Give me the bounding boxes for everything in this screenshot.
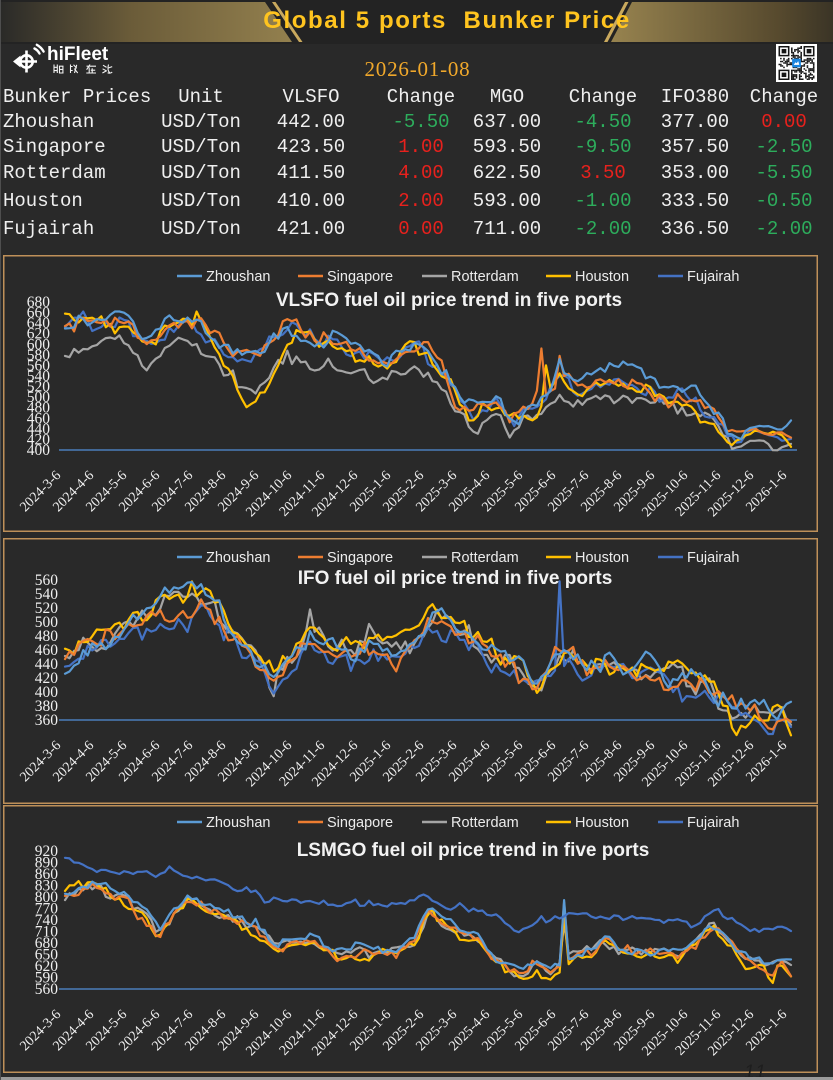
svg-text:IFO fuel oil price trend in fi: IFO fuel oil price trend in five ports [298, 568, 613, 589]
svg-text:500: 500 [27, 389, 51, 406]
svg-text:Houston: Houston [575, 815, 629, 831]
svg-text:680: 680 [35, 935, 59, 952]
svg-text:Rotterdam: Rotterdam [451, 815, 519, 831]
svg-text:580: 580 [27, 347, 51, 364]
svg-text:400: 400 [27, 442, 51, 459]
svg-text:460: 460 [27, 410, 51, 427]
svg-text:590: 590 [35, 970, 59, 987]
svg-text:Singapore: Singapore [327, 815, 393, 831]
svg-text:520: 520 [27, 379, 51, 396]
svg-text:640: 640 [27, 315, 51, 332]
svg-text:Fujairah: Fujairah [687, 815, 739, 831]
svg-text:Houston: Houston [575, 550, 629, 566]
svg-text:560: 560 [27, 357, 51, 374]
svg-text:Singapore: Singapore [327, 550, 393, 566]
svg-text:770: 770 [35, 901, 59, 918]
svg-text:Fujairah: Fujairah [687, 269, 739, 285]
svg-text:Global 5 ports Bunker Price: Global 5 ports Bunker Price [263, 7, 631, 34]
svg-text:660: 660 [27, 305, 51, 322]
svg-text:860: 860 [35, 866, 59, 883]
svg-text:460: 460 [35, 642, 59, 659]
svg-text:LSMGO fuel oil price trend in: LSMGO fuel oil price trend in five ports [297, 840, 650, 861]
svg-text:420: 420 [27, 431, 51, 448]
svg-text:Zhoushan: Zhoushan [206, 815, 271, 831]
svg-text:Fujairah: Fujairah [687, 550, 739, 566]
svg-text:440: 440 [35, 656, 59, 673]
svg-text:Zhoushan: Zhoushan [206, 550, 271, 566]
svg-text:Houston: Houston [575, 269, 629, 285]
svg-text:540: 540 [35, 586, 59, 603]
svg-text:800: 800 [35, 889, 59, 906]
svg-text:hiFleet: hiFleet [47, 44, 109, 65]
svg-text:Rotterdam: Rotterdam [451, 269, 519, 285]
svg-text:620: 620 [27, 326, 51, 343]
svg-text:620: 620 [35, 958, 59, 975]
svg-text:Singapore: Singapore [327, 269, 393, 285]
svg-text:600: 600 [27, 336, 51, 353]
svg-text:890: 890 [35, 855, 59, 872]
svg-text:360: 360 [35, 712, 59, 729]
svg-text:400: 400 [35, 684, 59, 701]
svg-text:560: 560 [35, 981, 59, 998]
svg-text:650: 650 [35, 947, 59, 964]
svg-text:830: 830 [35, 878, 59, 895]
svg-text:Zhoushan: Zhoushan [206, 269, 271, 285]
svg-text:420: 420 [35, 670, 59, 687]
svg-text:480: 480 [35, 628, 59, 645]
svg-text:500: 500 [35, 614, 59, 631]
svg-text:560: 560 [35, 572, 59, 589]
svg-text:380: 380 [35, 698, 59, 715]
svg-text:440: 440 [27, 421, 51, 438]
svg-text:680: 680 [27, 294, 51, 311]
svg-text:520: 520 [35, 600, 59, 617]
svg-text:740: 740 [35, 912, 59, 929]
svg-text:920: 920 [35, 843, 59, 860]
svg-text:480: 480 [27, 400, 51, 417]
svg-text:710: 710 [35, 924, 59, 941]
svg-text:Rotterdam: Rotterdam [451, 550, 519, 566]
svg-text:540: 540 [27, 368, 51, 385]
svg-text:VLSFO fuel oil price trend in: VLSFO fuel oil price trend in five ports [276, 290, 622, 311]
